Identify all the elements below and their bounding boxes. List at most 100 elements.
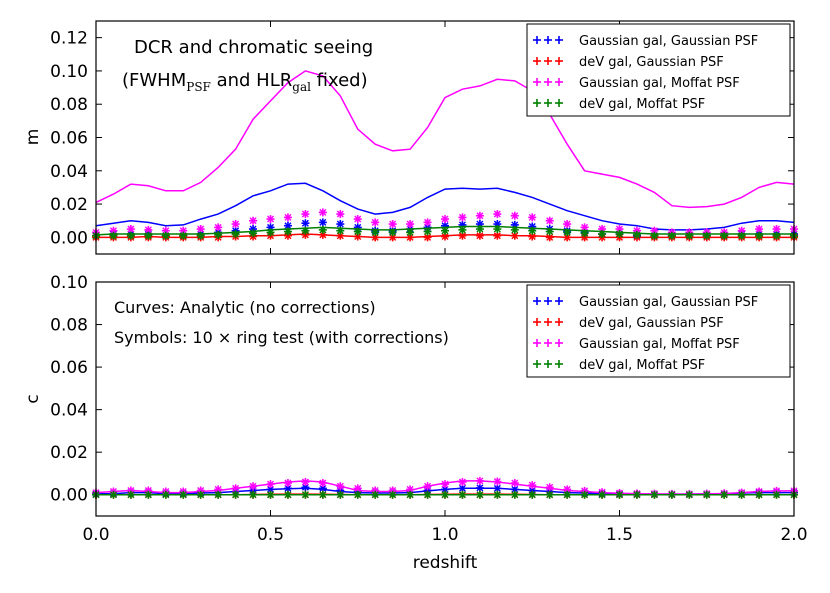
bottom-series-marker-2 — [458, 477, 467, 486]
bottom-series-marker-3 — [161, 490, 170, 499]
top-series-marker-3 — [283, 227, 292, 236]
top-series-marker-3 — [371, 228, 380, 237]
bottom-series-marker-3 — [563, 490, 572, 499]
top-ylabel: m — [23, 129, 43, 146]
top-series-marker-2 — [510, 211, 519, 220]
bottom-panel: 0.00 0.02 0.04 0.06 0.08 0.10 0.0 0.5 1.0 1.5 2.0… — [23, 273, 808, 573]
top-ytick-label: 0.10 — [50, 62, 88, 82]
bottom-series-marker-3 — [528, 490, 537, 499]
bottom-series-marker-2 — [493, 477, 502, 486]
top-series-marker-3 — [702, 231, 711, 240]
top-series-marker-3 — [126, 231, 135, 240]
bottom-annotation-line1: Curves: Analytic (no corrections) — [114, 298, 376, 317]
top-series-marker-2 — [301, 210, 310, 219]
bottom-series-marker-2 — [423, 482, 432, 491]
bottom-series-marker-3 — [266, 490, 275, 499]
bottom-series-marker-3 — [493, 490, 502, 499]
bottom-series-marker-2 — [301, 477, 310, 486]
bottom-series-marker-2 — [266, 480, 275, 489]
top-series-marker-2 — [318, 208, 327, 217]
top-series-marker-3 — [231, 230, 240, 239]
top-legend-label: deV gal, Gaussian PSF — [579, 55, 724, 70]
top-series-marker-0 — [283, 221, 292, 230]
top-legend-label: deV gal, Moffat PSF — [579, 97, 705, 112]
bottom-series-marker-3 — [772, 490, 781, 499]
bottom-series-marker-2 — [545, 483, 554, 492]
bottom-series-marker-3 — [667, 490, 676, 499]
top-legend: Gaussian gal, Gaussian PSF deV gal, Gauss… — [526, 23, 791, 117]
top-series-marker-2 — [214, 223, 223, 232]
bottom-xtick-label: 2.0 — [780, 525, 807, 545]
bottom-series-marker-2 — [528, 481, 537, 490]
top-series-marker-3 — [772, 231, 781, 240]
top-panel: 0.00 0.02 0.04 0.06 0.08 0.10 0.12 m DCR and c… — [23, 20, 798, 255]
bottom-ytick-label: 0.06 — [50, 358, 88, 378]
bottom-series-marker-3 — [126, 490, 135, 499]
top-y-ticks: 0.00 0.02 0.04 0.06 0.08 0.10 0.12 — [50, 29, 794, 248]
top-series-marker-0 — [318, 218, 327, 227]
bottom-series-marker-3 — [301, 490, 310, 499]
top-legend-box — [526, 23, 791, 117]
bottom-series-marker-3 — [353, 490, 362, 499]
top-series-marker-1 — [475, 231, 484, 240]
bottom-series-marker-2 — [510, 479, 519, 488]
bottom-series-marker-3 — [179, 490, 188, 499]
top-series-marker-3 — [179, 231, 188, 240]
bottom-y-ticks: 0.00 0.02 0.04 0.06 0.08 0.10 — [50, 273, 794, 506]
bottom-ytick-label: 0.10 — [50, 273, 88, 293]
bottom-ytick-label: 0.00 — [50, 486, 88, 506]
anno-pre: (FWHM — [122, 70, 186, 91]
bottom-series-marker-2 — [231, 484, 240, 493]
bottom-legend-box — [526, 284, 791, 378]
bottom-ytick-label: 0.02 — [50, 443, 88, 463]
bottom-xlabel: redshift — [413, 553, 478, 573]
bottom-series-marker-3 — [406, 490, 415, 499]
top-series-marker-2 — [493, 210, 502, 219]
top-series-marker-3 — [441, 226, 449, 235]
bottom-series-marker-3 — [318, 490, 327, 499]
bottom-series-marker-3 — [475, 490, 484, 499]
bottom-series-marker-3 — [371, 490, 380, 499]
top-series-marker-1 — [528, 232, 537, 241]
top-series-marker-3 — [632, 230, 641, 239]
top-series-marker-2 — [441, 215, 449, 224]
bottom-series-marker-3 — [458, 490, 467, 499]
top-series-marker-2 — [266, 215, 275, 224]
bottom-xtick-label: 1.0 — [431, 525, 458, 545]
bottom-xtick-label: 0.0 — [82, 525, 109, 545]
top-series-marker-3 — [144, 231, 153, 240]
top-series-marker-2 — [755, 225, 764, 234]
bottom-series-marker-3 — [388, 490, 397, 499]
top-annotation-line1: DCR and chromatic seeing — [134, 37, 373, 58]
top-series-marker-3 — [336, 226, 345, 235]
bottom-series-marker-0 — [475, 483, 484, 492]
top-series-marker-2 — [336, 210, 345, 219]
bottom-ytick-label: 0.04 — [50, 401, 88, 421]
bottom-series-marker-3 — [598, 490, 607, 499]
bottom-series-marker-3 — [737, 490, 746, 499]
top-plot-frame — [95, 20, 795, 255]
top-series-marker-3 — [161, 231, 170, 240]
top-ytick-label: 0.02 — [50, 195, 88, 215]
bottom-ylabel: c — [23, 394, 43, 403]
top-series-marker-3 — [318, 225, 327, 234]
top-series-marker-3 — [266, 228, 275, 237]
top-series-marker-3 — [563, 228, 572, 237]
top-series-marker-2 — [406, 220, 415, 229]
top-series-marker-2 — [353, 215, 362, 224]
top-series-marker-3 — [580, 229, 589, 238]
top-ytick-label: 0.12 — [50, 29, 88, 49]
top-series-marker-2 — [528, 213, 537, 222]
bottom-series-marker-3 — [545, 490, 554, 499]
top-series-marker-2 — [458, 213, 467, 222]
bottom-series-marker-3 — [214, 490, 223, 499]
top-series-marker-2 — [388, 220, 397, 229]
top-series-marker-3 — [598, 230, 607, 239]
anno-post: fixed) — [311, 70, 368, 91]
anno-sub2: gal — [292, 80, 311, 94]
bottom-series — [92, 476, 798, 499]
top-series-marker-3 — [388, 228, 397, 237]
bottom-series-marker-3 — [109, 490, 118, 499]
top-series-marker-3 — [737, 231, 746, 240]
